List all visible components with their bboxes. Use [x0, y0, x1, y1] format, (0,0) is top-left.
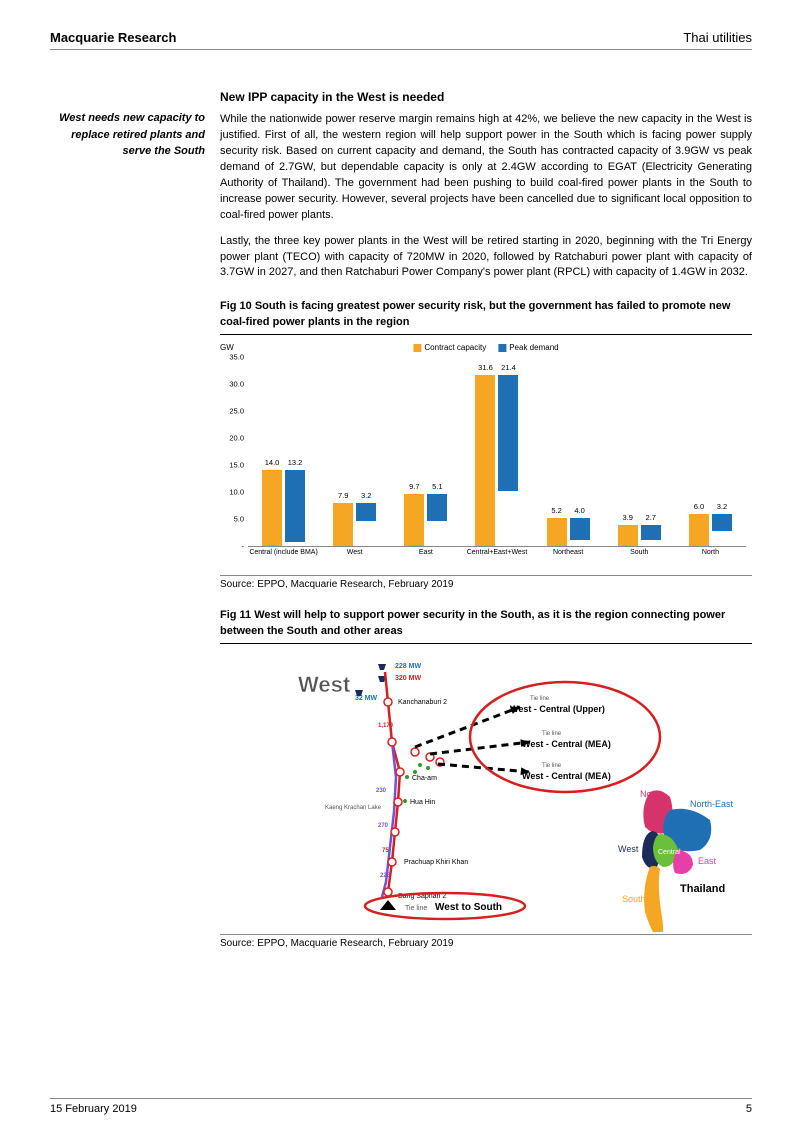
- fig11-source: Source: EPPO, Macquarie Research, Februa…: [220, 934, 752, 949]
- svg-text:Kaeng Krachan Lake: Kaeng Krachan Lake: [325, 805, 382, 811]
- footer-page: 5: [746, 1103, 752, 1115]
- fig10-source: Source: EPPO, Macquarie Research, Februa…: [220, 575, 752, 590]
- fig10-chart: GW Contract capacity Peak demand -5.010.…: [220, 343, 752, 573]
- svg-text:320 MW: 320 MW: [395, 675, 421, 682]
- legend-item-contract: Contract capacity: [413, 343, 486, 352]
- svg-text:Hua Hin: Hua Hin: [410, 799, 435, 806]
- header-org: Macquarie Research: [50, 30, 176, 45]
- page-footer: 15 February 2019 5: [50, 1098, 752, 1115]
- svg-text:Prachuap Khiri Khan: Prachuap Khiri Khan: [404, 859, 468, 866]
- section-heading: New IPP capacity in the West is needed: [220, 90, 752, 104]
- fig11-title: Fig 11 West will help to support power s…: [220, 608, 752, 639]
- page-header: Macquarie Research Thai utilities: [50, 30, 752, 50]
- svg-text:225: 225: [380, 873, 391, 879]
- svg-text:Tie line: Tie line: [542, 731, 562, 737]
- y-axis-label: GW: [220, 343, 234, 352]
- svg-text:Cha-am: Cha-am: [412, 775, 437, 782]
- svg-text:Kanchanaburi 2: Kanchanaburi 2: [398, 699, 447, 706]
- svg-text:1,170: 1,170: [378, 723, 394, 729]
- svg-text:Central: Central: [658, 849, 681, 856]
- body-paragraph-1: While the nationwide power reserve margi…: [220, 112, 752, 224]
- plot-area: -5.010.015.020.025.030.035.014.013.2Cent…: [248, 357, 746, 547]
- svg-text:270: 270: [378, 823, 389, 829]
- svg-text:North-East: North-East: [690, 799, 734, 809]
- fig10-title: Fig 10 South is facing greatest power se…: [220, 299, 752, 330]
- svg-text:West - Central (MEA): West - Central (MEA): [522, 771, 611, 781]
- svg-text:230: 230: [376, 788, 387, 794]
- svg-text:Thailand: Thailand: [680, 883, 725, 895]
- svg-text:Tie line: Tie line: [542, 763, 562, 769]
- svg-text:West: West: [298, 672, 351, 697]
- footer-date: 15 February 2019: [50, 1103, 137, 1115]
- svg-text:South: South: [622, 894, 646, 904]
- fig11-map: West 228 MW 320 MW 32 MW 1,170 230 270 75 225 Kan…: [220, 652, 752, 932]
- body-paragraph-2: Lastly, the three key power plants in th…: [220, 234, 752, 282]
- legend-item-peak: Peak demand: [498, 343, 558, 352]
- svg-text:228 MW: 228 MW: [395, 663, 421, 670]
- svg-text:Tie line: Tie line: [530, 696, 550, 702]
- svg-text:West to South: West to South: [435, 902, 502, 913]
- svg-text:West - Central (Upper): West - Central (Upper): [510, 704, 605, 714]
- svg-text:West - Central (MEA): West - Central (MEA): [522, 739, 611, 749]
- chart-legend: Contract capacity Peak demand: [413, 343, 558, 352]
- margin-note: West needs new capacity to replace retir…: [50, 110, 205, 160]
- svg-text:West: West: [618, 844, 639, 854]
- svg-text:32 MW: 32 MW: [355, 695, 378, 702]
- svg-text:75: 75: [382, 848, 389, 854]
- svg-text:Tie line: Tie line: [405, 905, 427, 912]
- svg-text:East: East: [698, 856, 717, 866]
- header-topic: Thai utilities: [683, 30, 752, 45]
- svg-text:North: North: [640, 789, 662, 799]
